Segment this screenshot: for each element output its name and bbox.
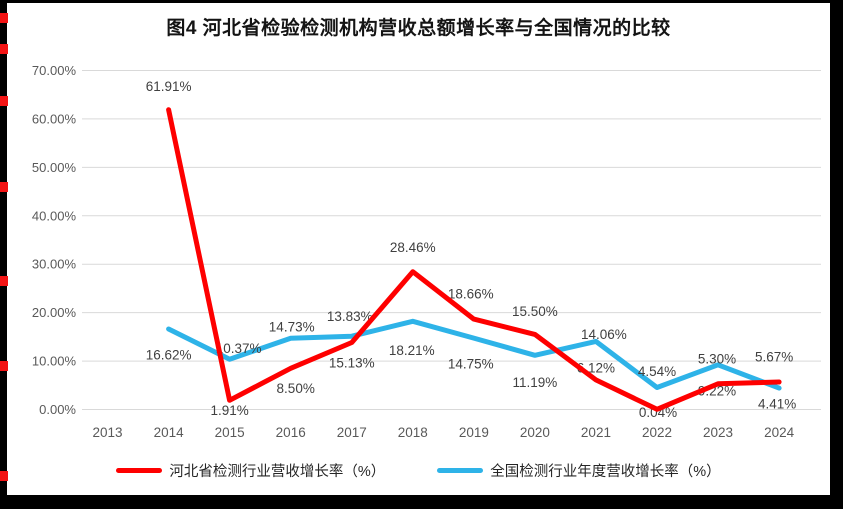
x-tick-label: 2015: [215, 425, 245, 440]
legend-label: 河北省检测行业营收增长率（%）: [169, 463, 386, 480]
red-edge-marker: [0, 182, 8, 192]
y-tick-label: 20.00%: [32, 305, 77, 320]
data-label: 13.83%: [327, 309, 373, 324]
data-label: 16.62%: [146, 348, 192, 363]
data-label: 14.73%: [269, 320, 315, 335]
y-tick-label: 40.00%: [32, 208, 77, 223]
legend-line-swatch: [116, 467, 163, 473]
data-label: 18.21%: [389, 343, 435, 358]
y-tick-label: 50.00%: [32, 160, 77, 175]
legend-label: 全国检测行业年度营收增长率（%）: [490, 463, 721, 480]
legend-item-national: 全国检测行业年度营收增长率（%）: [437, 460, 721, 481]
y-tick-label: 60.00%: [32, 111, 77, 126]
data-label: 5.30%: [698, 351, 736, 366]
x-tick-label: 2020: [520, 425, 550, 440]
data-label: 28.46%: [390, 240, 436, 255]
data-label: 61.91%: [146, 79, 192, 94]
series-line-hebei: [166, 107, 782, 412]
y-tick-label: 70.00%: [32, 63, 77, 78]
x-tick-label: 2013: [93, 425, 123, 440]
x-tick-label: 2021: [581, 425, 611, 440]
data-label: 0.04%: [639, 405, 677, 420]
x-tick-label: 2022: [642, 425, 672, 440]
red-edge-marker: [0, 44, 8, 54]
data-label: 18.66%: [448, 287, 494, 302]
data-label: 1.91%: [210, 403, 248, 418]
x-tick-label: 2018: [398, 425, 428, 440]
red-edge-marker: [0, 13, 8, 23]
chart-title: 图4 河北省检验检测机构营收总额增长率与全国情况的比较: [166, 18, 671, 39]
x-tick-label: 2024: [764, 425, 795, 440]
x-tick-label: 2014: [154, 425, 185, 440]
data-label: 11.19%: [513, 375, 558, 390]
data-label: 15.50%: [512, 304, 558, 319]
data-label: 10.37%: [216, 341, 262, 356]
red-edge-marker: [0, 471, 8, 481]
data-label: 15.13%: [329, 356, 375, 371]
chart-legend: 河北省检测行业营收增长率（%） 全国检测行业年度营收增长率（%）: [7, 456, 830, 484]
data-label: 14.06%: [581, 327, 627, 342]
series-line-national: [166, 318, 782, 391]
data-label: 4.41%: [758, 397, 796, 412]
y-tick-label: 0.00%: [39, 402, 76, 417]
legend-line-swatch: [437, 467, 484, 473]
y-tick-label: 10.00%: [32, 354, 77, 369]
data-label: 4.54%: [638, 364, 676, 379]
x-tick-label: 2017: [337, 425, 367, 440]
x-tick-label: 2019: [459, 425, 489, 440]
y-tick-label: 30.00%: [32, 257, 77, 272]
x-tick-label: 2023: [703, 425, 733, 440]
x-tick-label: 2016: [276, 425, 306, 440]
red-edge-marker: [0, 96, 8, 106]
data-label: 5.67%: [755, 350, 793, 365]
red-edge-marker: [0, 361, 8, 371]
legend-item-hebei: 河北省检测行业营收增长率（%）: [116, 460, 385, 481]
chart-panel: [7, 3, 830, 495]
data-label: 14.75%: [448, 357, 494, 372]
red-edge-marker: [0, 276, 8, 286]
data-label: 8.50%: [277, 381, 315, 396]
